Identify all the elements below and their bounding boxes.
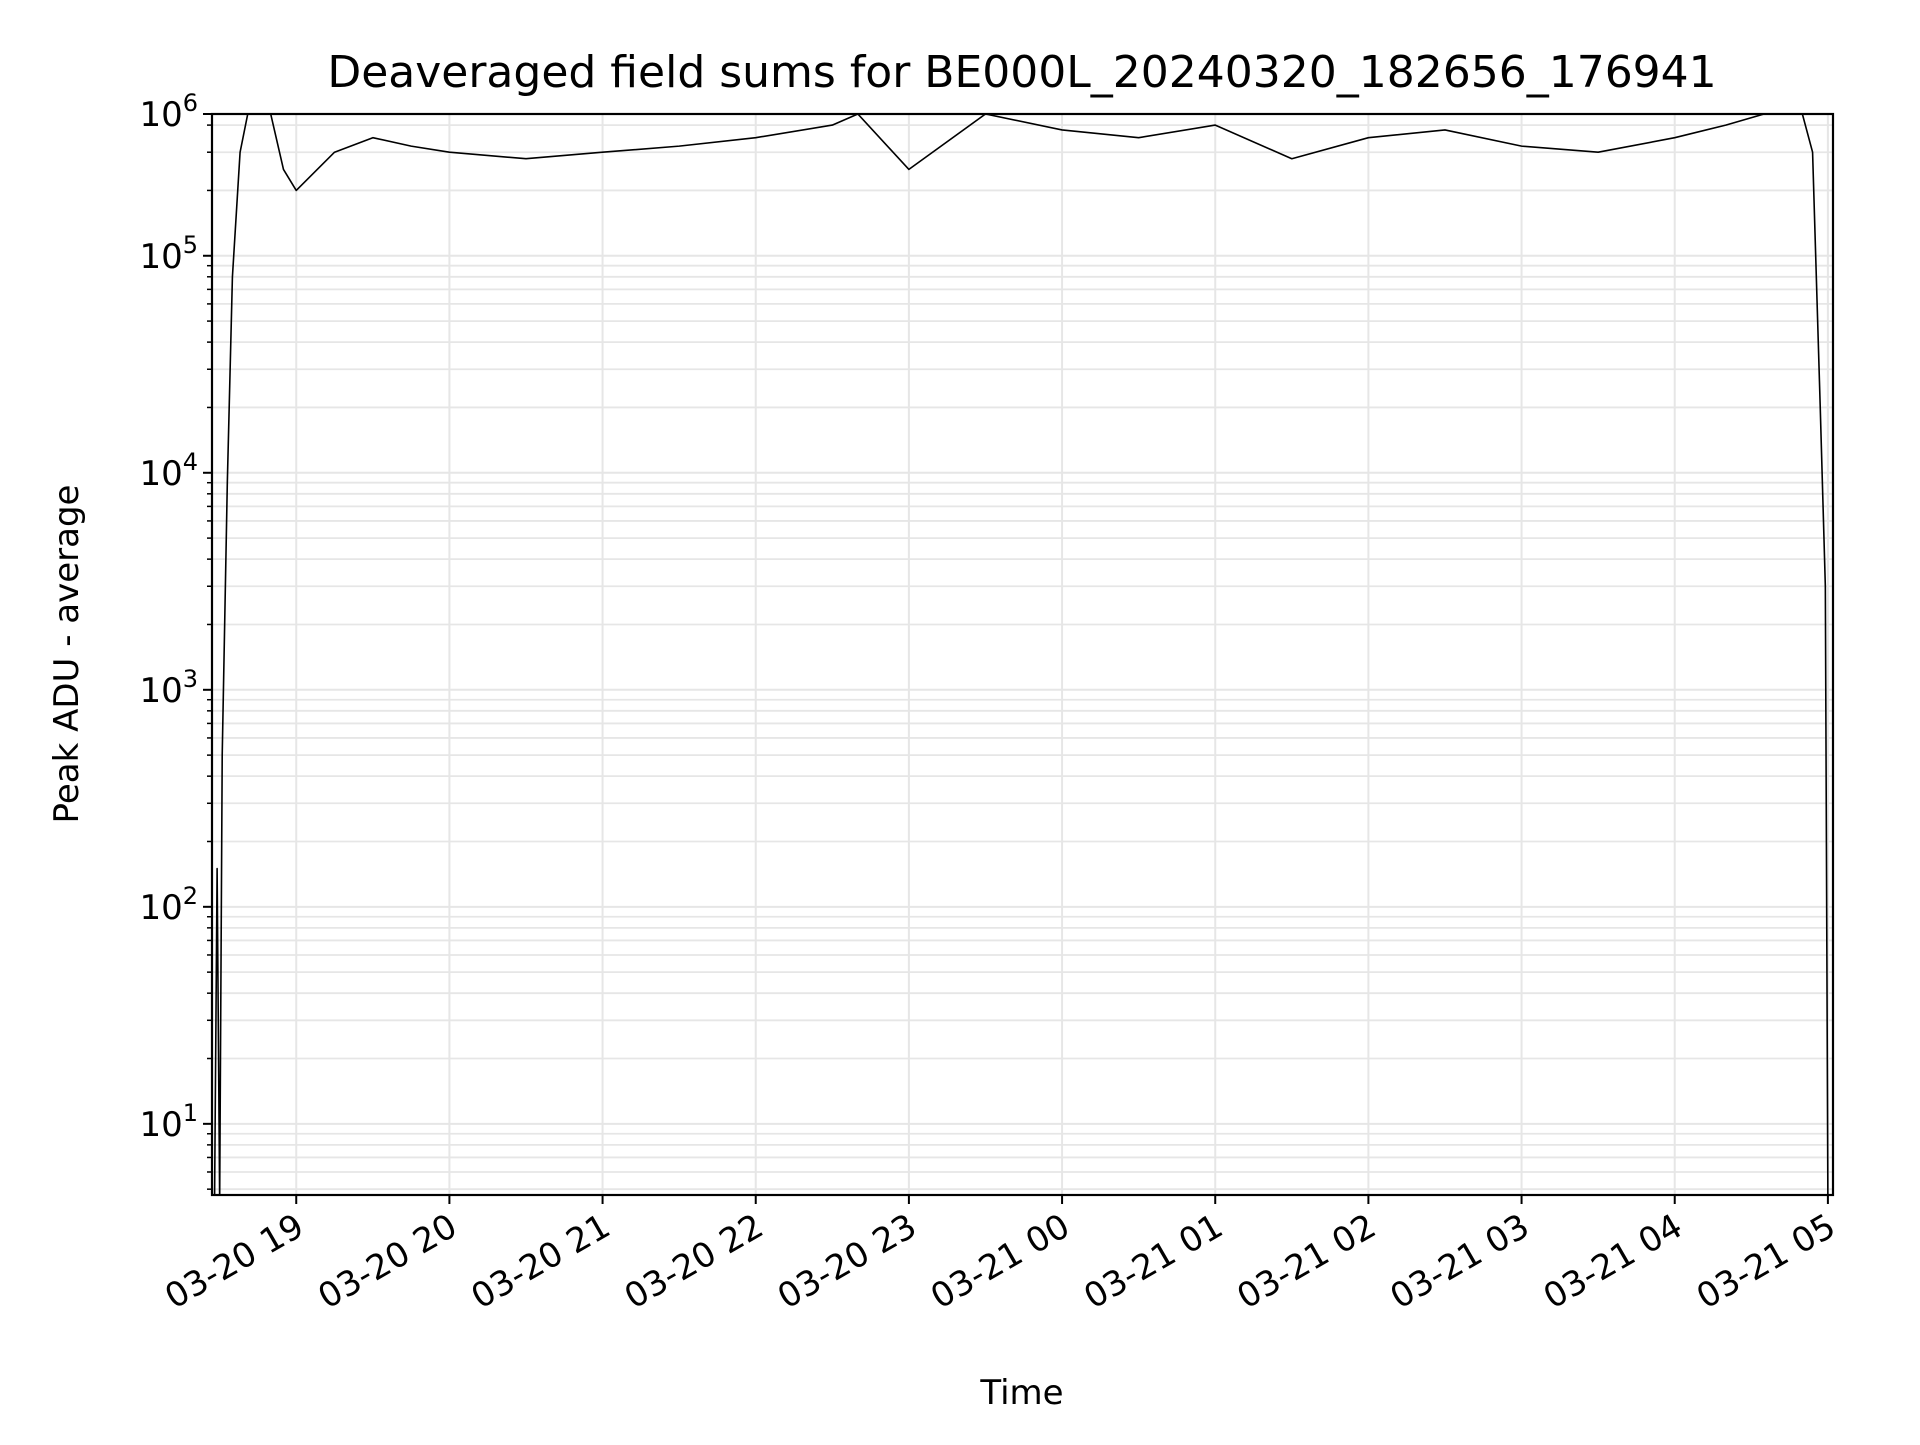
x-tick-label: 03-20 19 xyxy=(158,1206,310,1317)
y-tick-label-exponent: 4 xyxy=(183,448,198,476)
y-tick-label-base: 10 xyxy=(139,888,182,928)
y-tick-label: 102 xyxy=(139,882,198,928)
y-tick-label-exponent: 6 xyxy=(183,89,198,117)
y-axis-title: Peak ADU - average xyxy=(47,485,87,824)
grid-layer xyxy=(212,113,1833,1195)
y-tick-label: 105 xyxy=(139,231,198,277)
data-series-line xyxy=(213,114,1829,1195)
y-tick-label-exponent: 2 xyxy=(183,882,198,910)
y-tick-label-base: 10 xyxy=(139,237,182,277)
y-tick-label-base: 10 xyxy=(139,671,182,711)
y-tick-label-base: 10 xyxy=(139,95,182,135)
y-tick-label: 103 xyxy=(139,665,198,711)
y-tick-label-exponent: 1 xyxy=(183,1099,198,1127)
x-tick-label: 03-20 20 xyxy=(312,1206,464,1317)
x-tick-label: 03-21 00 xyxy=(924,1206,1076,1317)
x-tick-label: 03-20 21 xyxy=(465,1206,617,1317)
y-tick-label-exponent: 5 xyxy=(183,231,198,259)
x-tick-label: 03-21 03 xyxy=(1384,1206,1536,1317)
y-tick-label: 101 xyxy=(139,1099,198,1145)
x-tick-label: 03-21 04 xyxy=(1537,1206,1689,1317)
y-tick-label-base: 10 xyxy=(139,454,182,494)
y-tick-label-exponent: 3 xyxy=(183,665,198,693)
data-layer xyxy=(213,114,1829,1195)
x-tick-label: 03-21 05 xyxy=(1690,1206,1842,1317)
x-tick-label: 03-20 23 xyxy=(771,1206,923,1317)
x-axis-title: Time xyxy=(979,1373,1063,1413)
chart-title: Deaveraged field sums for BE000L_2024032… xyxy=(327,47,1716,98)
y-tick-label: 104 xyxy=(139,448,198,494)
x-tick-label: 03-20 22 xyxy=(618,1206,770,1317)
x-tick-label: 03-21 01 xyxy=(1077,1206,1229,1317)
x-tick-label: 03-21 02 xyxy=(1231,1206,1383,1317)
plot-frame xyxy=(210,112,1835,1197)
y-tick-label: 106 xyxy=(139,89,198,135)
y-tick-label-base: 10 xyxy=(139,1105,182,1145)
